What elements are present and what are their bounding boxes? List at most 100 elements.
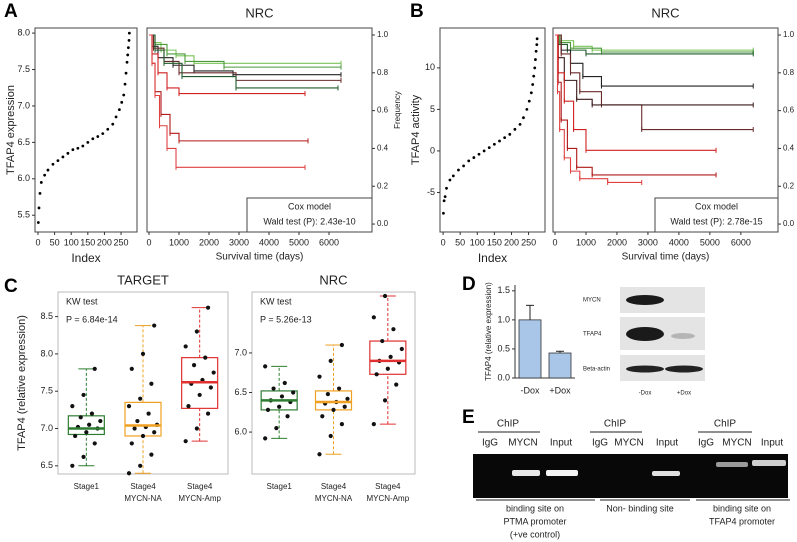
point [152, 430, 157, 435]
point [36, 221, 40, 224]
point [71, 148, 75, 152]
y2-tick-label: 1.0 [783, 30, 795, 39]
point [503, 136, 507, 140]
point [149, 452, 154, 457]
gel-band [546, 470, 578, 476]
point [117, 108, 121, 111]
gel-caption: (+ve control) [510, 529, 560, 539]
blot-row-label: MYCN [583, 298, 601, 304]
x-tick-label: MYCN-NA [315, 494, 353, 503]
x-tick-label: 6000 [731, 237, 751, 247]
point [317, 374, 322, 379]
point [285, 414, 290, 419]
x-tick-label: 1000 [169, 237, 189, 247]
x-tick-label: 100 [470, 237, 485, 247]
point [477, 152, 481, 156]
legend-box [246, 197, 373, 233]
point [114, 115, 118, 119]
gel-header: ChIP [604, 419, 627, 430]
point [325, 391, 330, 397]
gel-band [652, 471, 680, 476]
point [527, 99, 531, 103]
plot-frame [34, 27, 138, 233]
point [127, 31, 131, 35]
y2-tick-label: 0.2 [783, 181, 795, 190]
point [208, 385, 213, 390]
gel-band [512, 470, 540, 476]
y-tick-label: 1.0 [497, 314, 510, 324]
y-tick-label: 6.5 [40, 460, 53, 470]
y-tick-label: 8.0 [40, 348, 53, 358]
western-blot: MYCN TFAP4 Beta-actin -Dox +Dox [583, 287, 705, 397]
legend-title: Cox model [695, 201, 738, 211]
point [78, 415, 83, 420]
point [487, 146, 491, 150]
x-tick-label: 0 [553, 237, 558, 247]
point [126, 46, 130, 50]
point [129, 441, 134, 446]
y2-tick-label: 0.0 [377, 219, 389, 228]
point [132, 426, 137, 431]
point [86, 140, 90, 144]
survival-curve [149, 34, 339, 89]
point [391, 327, 396, 332]
y-tick-label: 0.5 [497, 343, 510, 353]
survival-curve [149, 34, 306, 95]
point [513, 127, 517, 131]
point [81, 454, 86, 459]
survival-curve [555, 34, 754, 131]
x-axis-label: Survival time (days) [216, 252, 304, 263]
panel-label: B [410, 1, 424, 22]
chip-gel: ChIP IgG MYCN Input ChIP IgG MYCN Input … [473, 419, 790, 539]
survival-curve [555, 34, 754, 106]
point [271, 386, 276, 391]
y2-tick-label: 0.6 [377, 106, 389, 115]
x-tick-label: 50 [50, 237, 60, 247]
point [328, 433, 333, 439]
x-tick-label: MYCN-Amp [366, 494, 409, 503]
bar [548, 352, 572, 379]
point [194, 426, 199, 431]
bar [518, 319, 542, 379]
chart-title: NRC [245, 5, 273, 20]
gel-band [752, 460, 786, 466]
box [369, 340, 407, 375]
point [125, 60, 129, 64]
point [535, 37, 539, 41]
point [331, 407, 336, 413]
x-tick-label: Stage1 [266, 482, 292, 491]
point [385, 366, 390, 371]
legend-box [654, 197, 779, 233]
x-tick-label: 50 [455, 237, 465, 247]
y-axis-label: TFAP4 expression [5, 85, 17, 175]
blot-row-label: Beta-actin [583, 367, 610, 373]
point [263, 364, 268, 369]
point [39, 181, 43, 184]
y-tick-label: 7.5 [40, 386, 53, 396]
point [518, 122, 522, 126]
point [87, 422, 92, 427]
point [211, 370, 216, 375]
survival-curve [149, 34, 306, 168]
x-axis-label: Survival time (days) [622, 252, 710, 263]
point [120, 100, 124, 104]
point [84, 430, 89, 435]
x-tick-label: 150 [487, 237, 502, 247]
chart-title: NRC [651, 5, 679, 20]
gel-caption: binding site on [506, 503, 564, 513]
point [123, 82, 127, 86]
point [203, 355, 208, 360]
point [277, 404, 282, 409]
plot-frame [439, 27, 546, 233]
point [183, 344, 188, 349]
blot-band [626, 295, 664, 305]
point [37, 206, 41, 210]
y-axis-label: TFAP4 (relative expression) [16, 315, 28, 451]
y-tick-label: 0 [430, 145, 435, 155]
plot-frame [57, 291, 229, 475]
chart-title: TARGET [117, 272, 169, 287]
point [534, 58, 537, 61]
point [51, 162, 55, 166]
point [467, 159, 471, 163]
gel-caption: PTMA promoter [503, 516, 566, 526]
